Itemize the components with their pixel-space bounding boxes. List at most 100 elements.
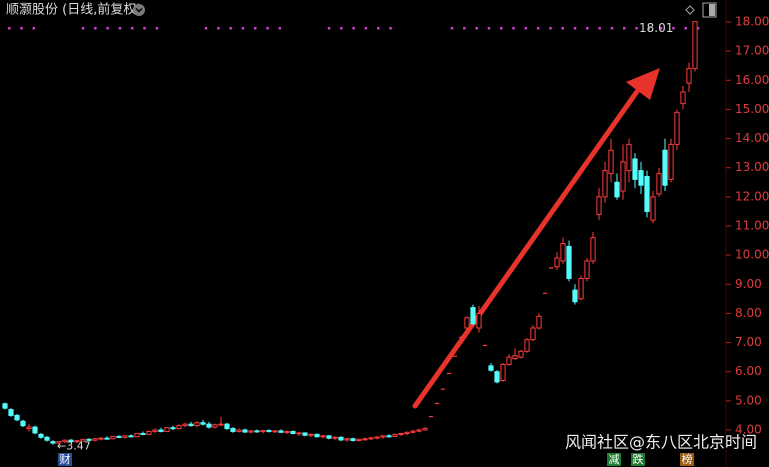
event-marker: [106, 27, 109, 30]
toggle-icon[interactable]: [685, 5, 695, 15]
layout-icon: [709, 4, 715, 16]
candle-body: [536, 315, 542, 329]
event-marker: [229, 27, 232, 30]
y-tick-label: 16.00: [735, 73, 769, 87]
candle-body: [62, 439, 68, 443]
menu-button[interactable]: [133, 4, 145, 16]
candle-body: [110, 435, 116, 440]
candle-body: [344, 438, 350, 441]
candle-body: [176, 425, 182, 430]
candle-body: [98, 437, 104, 440]
candle-body: [530, 327, 536, 341]
candle-body: [680, 91, 686, 105]
candle-body: [92, 438, 98, 441]
event-marker: [20, 27, 23, 30]
candle-body: [308, 433, 314, 436]
candle-body: [668, 143, 674, 180]
y-tick-label: 5.00: [735, 393, 762, 407]
candle-body: [260, 430, 266, 433]
candle-body: [560, 242, 566, 262]
event-marker: [684, 27, 687, 30]
event-badge: [58, 453, 72, 466]
event-marker: [389, 27, 392, 30]
candle-body: [524, 339, 530, 352]
candle-body: [254, 430, 260, 433]
y-tick-label: 12.00: [735, 189, 769, 203]
y-tick-label: 15.00: [735, 102, 769, 116]
candle-body: [206, 423, 212, 428]
candle-body: [266, 430, 272, 433]
event-badge: [680, 453, 694, 466]
y-tick-label: 9.00: [735, 277, 762, 291]
candle-body: [374, 436, 380, 439]
candle-body: [362, 438, 368, 441]
event-marker: [204, 27, 208, 30]
candle-body: [50, 441, 56, 444]
candle-body: [74, 440, 80, 443]
candle-body: [212, 424, 218, 428]
candle-body: [278, 430, 284, 433]
candle-body: [284, 430, 290, 433]
event-marker: [118, 27, 122, 30]
event-marker: [32, 27, 36, 30]
candle-body: [158, 429, 164, 432]
candle-body: [404, 431, 410, 434]
layout-button[interactable]: [702, 2, 717, 18]
event-badge-label: 榜: [682, 452, 693, 466]
candle-body: [200, 422, 206, 425]
candle-body: [392, 433, 398, 437]
y-tick-label: 13.00: [735, 160, 769, 174]
event-marker: [352, 27, 355, 30]
candle-body: [86, 438, 92, 441]
candle-body: [182, 423, 188, 427]
candle-body: [518, 350, 524, 358]
candle-body: [218, 423, 224, 426]
candle-body: [296, 432, 302, 435]
candle-body: [578, 277, 584, 300]
candle-body: [224, 423, 230, 430]
event-marker: [610, 27, 614, 30]
event-marker: [696, 27, 700, 30]
event-marker: [254, 27, 257, 30]
event-marker: [586, 27, 589, 30]
event-marker: [475, 27, 478, 30]
event-marker: [623, 27, 626, 30]
event-marker: [155, 27, 159, 30]
event-marker: [536, 27, 540, 30]
y-tick-label: 18.00: [735, 15, 769, 29]
event-marker: [598, 27, 601, 30]
candle-body: [230, 428, 236, 432]
candle-body: [248, 430, 254, 433]
candle-body: [122, 435, 128, 438]
event-marker: [573, 27, 577, 30]
event-marker: [364, 27, 368, 30]
candle-body: [236, 429, 242, 432]
candle-body: [656, 173, 662, 195]
candle-body: [8, 409, 14, 416]
event-marker: [131, 27, 134, 30]
candle-body: [590, 237, 596, 262]
event-marker: [8, 27, 11, 30]
event-marker: [143, 27, 146, 30]
candle-body: [602, 170, 608, 198]
y-tick-label: 11.00: [735, 219, 769, 233]
event-marker: [647, 27, 651, 30]
candle-body: [170, 427, 176, 430]
event-marker: [463, 27, 466, 30]
y-tick-label: 10.00: [735, 248, 769, 262]
candle-body: [644, 175, 650, 212]
candle-body: [152, 429, 158, 432]
event-badge-label: 财: [60, 452, 71, 466]
candle-body: [674, 111, 680, 145]
event-marker: [549, 27, 552, 30]
candle-body: [320, 435, 326, 438]
trend-arrowhead: [626, 68, 660, 100]
candle-body: [80, 438, 86, 442]
candle-body: [584, 260, 590, 279]
candle-body: [506, 356, 512, 365]
event-marker: [217, 27, 220, 30]
candle-body: [332, 436, 338, 439]
y-tick-label: 17.00: [735, 44, 769, 58]
